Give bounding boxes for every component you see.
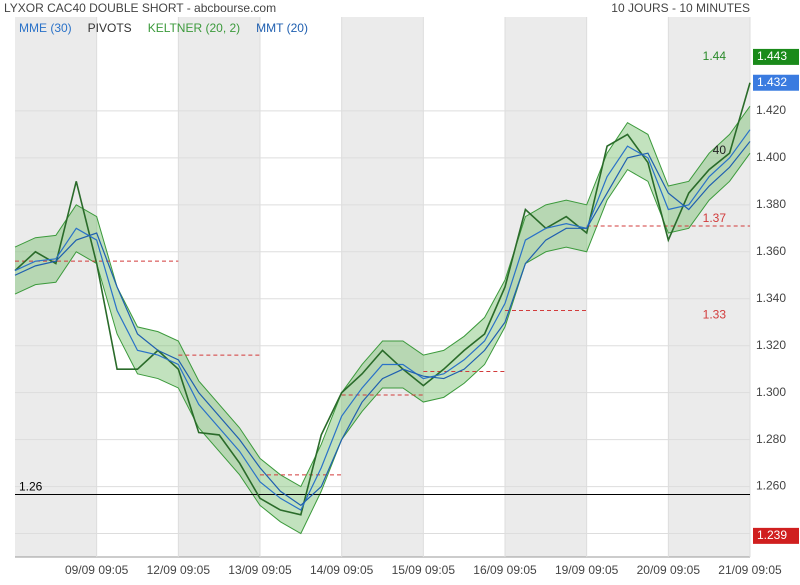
level-label: 1.33 <box>703 307 727 321</box>
y-tick-label: 1.400 <box>756 150 786 164</box>
x-tick-label: 20/09 09:05 <box>637 563 701 577</box>
session-band <box>178 17 260 557</box>
legend-entry: MMT (20) <box>256 21 308 35</box>
x-tick-label: 19/09 09:05 <box>555 563 619 577</box>
session-band <box>505 17 587 557</box>
session-band <box>15 17 97 557</box>
y-tick-label: 1.280 <box>756 432 786 446</box>
ma-line <box>14 129 751 511</box>
y-tick-label: 1.420 <box>756 103 786 117</box>
keltner-upper <box>14 105 751 488</box>
level-label: 1.44 <box>703 49 727 63</box>
chart-subtitle: 10 JOURS - 10 MINUTES <box>611 1 750 15</box>
x-tick-label: 16/09 09:05 <box>473 563 537 577</box>
support-label: 1.26 <box>19 480 43 494</box>
session-shading <box>15 17 750 557</box>
y-tick-label: 1.260 <box>756 479 786 493</box>
chart-title: LYXOR CAC40 DOUBLE SHORT - abcbourse.com <box>4 1 276 15</box>
price-marker <box>753 48 799 65</box>
session-band <box>668 17 750 557</box>
price-marker <box>753 527 799 544</box>
legend-entry: KELTNER (20, 2) <box>148 21 240 35</box>
y-tick-label: 1.320 <box>756 338 786 352</box>
x-tick-label: 13/09 09:05 <box>228 563 292 577</box>
x-tick-label: 15/09 09:05 <box>392 563 456 577</box>
price-marker-label: 1.239 <box>757 528 787 542</box>
x-tick-label: 09/09 09:05 <box>65 563 129 577</box>
session-band <box>341 17 424 557</box>
keltner-band <box>15 106 750 534</box>
y-tick-label: 1.300 <box>756 385 786 399</box>
price-marker-label: 1.443 <box>757 49 787 63</box>
y-tick-label: 1.360 <box>756 244 786 258</box>
price-marker <box>753 74 799 91</box>
level-label: 1.37 <box>703 211 727 225</box>
x-tick-label: 12/09 09:05 <box>147 563 211 577</box>
x-tick-label: 21/09 09:05 <box>718 563 782 577</box>
x-tick-label: 14/09 09:05 <box>310 563 374 577</box>
price-line <box>14 82 751 516</box>
legend-entry: PIVOTS <box>88 21 132 35</box>
y-tick-label: 1.340 <box>756 291 786 305</box>
y-tick-label: 1.380 <box>756 197 786 211</box>
price-marker-label: 1.432 <box>757 75 787 89</box>
keltner-lower <box>14 152 751 535</box>
legend-entry: MME (30) <box>19 21 72 35</box>
level-label: 40 <box>713 143 727 157</box>
ma-line <box>14 141 751 507</box>
